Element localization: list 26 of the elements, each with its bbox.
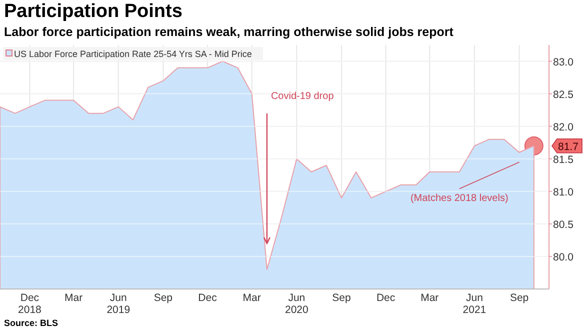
chart-title: Participation Points [4, 1, 182, 22]
y-tick-label: 83.0 [553, 56, 574, 68]
annotation: 81.7 [558, 140, 579, 153]
y-tick-label: 81.0 [553, 186, 574, 198]
x-tick-label: Sep [510, 292, 529, 304]
annotation: Covid-19 drop [270, 91, 334, 102]
x-tick-label: Dec [376, 292, 396, 304]
chart-subtitle: Labor force participation remains weak, marring otherwise solid jobs report [4, 25, 454, 39]
x-tick-label: Mar [242, 292, 262, 304]
x-tick-label: Mar [420, 292, 440, 304]
x-tick-label: Sep [154, 292, 173, 304]
source-note: Source: BLS [4, 318, 58, 328]
annotation: (Matches 2018 levels) [410, 192, 508, 204]
x-tick-label: Jun 2020 [284, 292, 309, 316]
y-tick-label: 80.0 [553, 251, 574, 264]
y-tick-label: 80.5 [553, 218, 574, 231]
x-tick-label: Dec 2018 [18, 292, 42, 316]
y-tick-label: 81.5 [553, 154, 574, 166]
x-tick-label: Jun 2021 [462, 292, 486, 316]
legend-label: US Labor Force Participation Rate 25-54 Yrs SA - Mid Price [14, 49, 252, 59]
x-tick-label: Sep [332, 292, 351, 304]
x-tick-label: Mar [64, 292, 84, 304]
x-tick-label: Jun 2019 [106, 292, 130, 316]
x-tick-label: Dec [198, 292, 217, 304]
y-tick-label: 82.0 [553, 121, 574, 134]
y-tick-label: 82.5 [553, 88, 574, 101]
